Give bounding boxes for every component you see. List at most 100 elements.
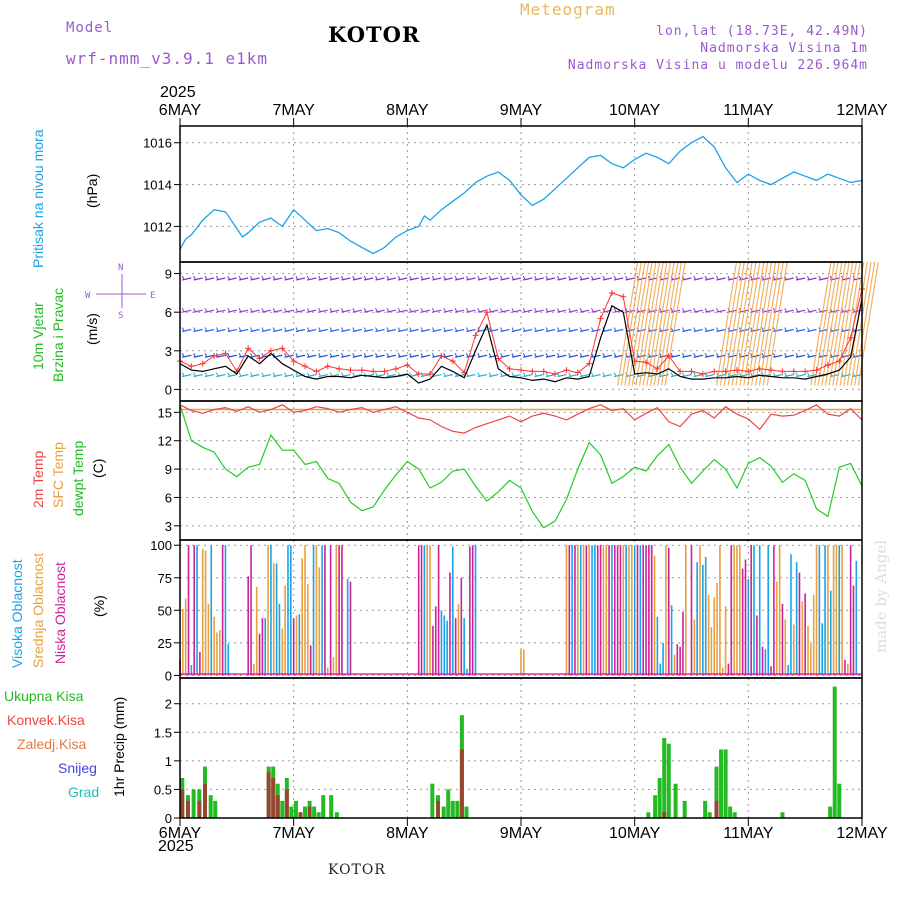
wind-gust-marker — [449, 358, 456, 365]
wind-barb-feather — [431, 275, 435, 281]
compass-indicator: N S W E — [85, 263, 155, 321]
wind-gust-marker — [347, 367, 354, 374]
wind-barb-feather — [591, 327, 594, 332]
wind-gust-marker — [415, 370, 422, 377]
wind-barb-feather — [806, 353, 810, 358]
wind-barb-feather — [375, 327, 378, 332]
wind-barb-feather — [522, 307, 526, 313]
wind-barb-feather — [772, 353, 776, 358]
precip-conv-bar — [298, 812, 303, 818]
wind-barb-feather — [431, 327, 435, 332]
wind-barb-feather — [420, 353, 424, 358]
wind-barb-feather — [545, 307, 549, 313]
wind-barb-feather — [443, 275, 447, 281]
precip-total-bar — [707, 812, 712, 818]
wind-barb-feather — [181, 275, 185, 281]
wind-barb-feather — [500, 327, 503, 332]
wind-barb-feather — [693, 327, 697, 332]
wind-barb-feather — [454, 307, 458, 313]
wind-barb-feather — [318, 275, 322, 281]
wind-barb-feather — [295, 307, 299, 313]
wind-barb-feather — [386, 307, 390, 313]
wind-barb-feather — [784, 372, 788, 377]
wind-barb-feather — [465, 372, 469, 377]
precip-total-bar — [213, 800, 218, 818]
temp-unit: (C) — [90, 459, 106, 478]
wind-barb-feather — [591, 307, 594, 313]
wind-ytick-label: 0 — [165, 382, 172, 397]
precip-conv-bar — [203, 783, 208, 818]
wind-barb-feather — [704, 353, 708, 358]
wind-barb-feather — [352, 327, 356, 332]
wind-barb-feather — [500, 307, 503, 313]
left-labels: Pritisak na nivou mora (hPa) 10m Vjetar … — [4, 129, 155, 800]
wind-barb-feather — [397, 327, 401, 332]
wind-barb-feather — [306, 327, 310, 332]
wind-strong-hatch — [750, 261, 773, 386]
wind-barb-feather — [204, 372, 208, 377]
wind-barb-feather — [227, 307, 231, 313]
x-label-top: 6MAY — [159, 102, 202, 119]
wind-gust-marker — [733, 367, 740, 374]
wind-barb-feather — [602, 372, 606, 377]
wind-barb-feather — [204, 307, 208, 313]
footer-city: KOTOR — [328, 862, 386, 878]
panels: 1012 1014 1016 0 3 6 9 3 6 9 12 15 0 25 50 75 100 0 0.5 1 1.… — [143, 102, 888, 842]
compass-north: N — [118, 263, 123, 273]
temp-label-2: SFC Temp — [50, 442, 66, 508]
wind-gust-marker — [745, 368, 752, 375]
wind-barb-feather — [488, 353, 492, 358]
precip-total-bar — [334, 812, 339, 818]
wind-barb-feather — [852, 307, 856, 313]
precip-ytick-label: 2 — [165, 697, 172, 712]
x-label-top: 8MAY — [386, 102, 429, 119]
wind-barb-feather — [261, 307, 265, 313]
wind-barb-feather — [670, 307, 674, 313]
wind-barb-feather — [704, 307, 708, 313]
wind-barb-feather — [465, 327, 469, 332]
wind-barb-feather — [488, 372, 492, 377]
year-top: 2025 — [160, 84, 196, 101]
wind-strong-hatch — [813, 261, 836, 386]
wind-barb-feather — [591, 372, 594, 377]
cloud-ytick-label: 75 — [158, 571, 172, 586]
wind-barb-feather — [238, 307, 242, 313]
wind-barb-feather — [193, 353, 197, 358]
wind-barb-feather — [340, 327, 344, 332]
wind-barb-feather — [397, 353, 401, 358]
wind-barb-feather — [545, 327, 549, 332]
wind-strong-hatch — [731, 261, 753, 386]
wind-barb-feather — [534, 372, 538, 377]
wind-barb-feather — [409, 275, 413, 281]
wind-barb-feather — [363, 353, 367, 358]
wind-barb-feather — [568, 327, 572, 332]
precip-unit: 1hr Precip (mm) — [111, 697, 127, 797]
wind-barb-feather — [181, 353, 185, 358]
wind-unit: (m/s) — [84, 313, 100, 345]
wind-barb-feather — [284, 353, 288, 358]
pressure-ytick-label: 1014 — [143, 178, 172, 193]
precip-total-bar — [703, 800, 708, 818]
wind-barb-feather — [329, 327, 333, 332]
precip-conv-bar — [180, 789, 185, 818]
wind-barb-feather — [250, 275, 253, 281]
wind-gust-marker — [540, 368, 547, 375]
compass-east: E — [150, 291, 155, 301]
precip-total-bar — [321, 795, 326, 818]
precip-legend-snow: Snijeg — [58, 760, 97, 776]
precip-total-bar — [316, 812, 321, 818]
model-altitude: Nadmorska Visina u modelu 226.964m — [567, 58, 868, 73]
wind-barb-feather — [784, 353, 788, 358]
wind-gust-marker — [620, 293, 627, 300]
wind-barb-feather — [204, 327, 208, 332]
wind-barb-feather — [670, 327, 674, 332]
wind-barb-feather — [272, 275, 276, 281]
wind-barb-feather — [681, 307, 685, 313]
wind-barb-feather — [397, 275, 401, 281]
wind-barb-feather — [454, 275, 458, 281]
precip-total-bar — [455, 800, 460, 818]
wind-barb-feather — [363, 275, 367, 281]
precip-total-bar — [280, 800, 285, 818]
wind-barb-feather — [488, 307, 492, 313]
